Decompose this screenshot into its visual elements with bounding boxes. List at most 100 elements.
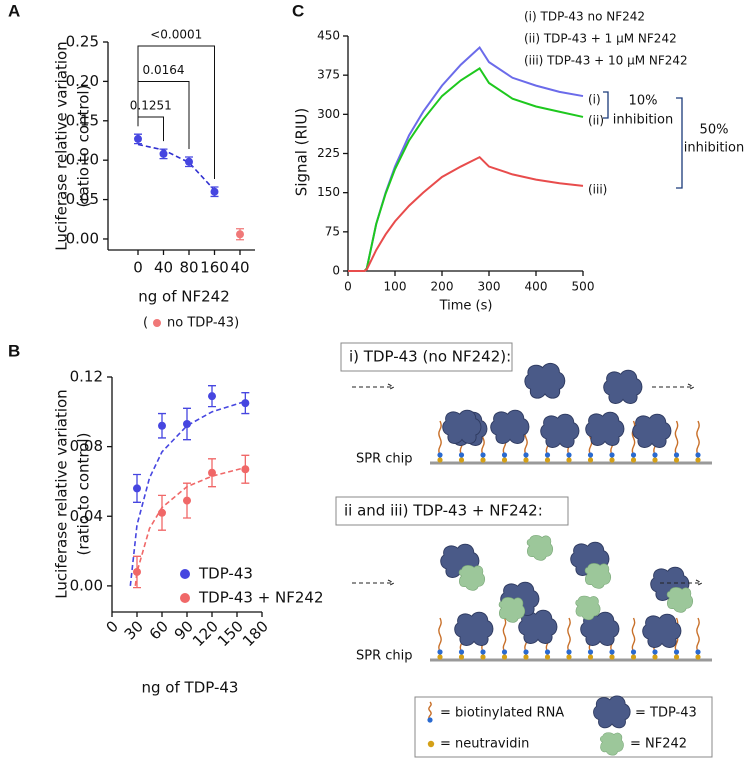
panel-letter: C: [292, 1, 304, 20]
biotin: [630, 649, 637, 655]
x-tick-label: 60: [146, 617, 172, 643]
biotin: [609, 649, 615, 655]
tdp-43-icon: [585, 411, 625, 446]
p-value: 0.1251: [130, 99, 172, 113]
y-tick-label: 0.05: [66, 190, 99, 208]
y-tick-label: 0.10: [66, 151, 99, 169]
neutravidin: [458, 654, 465, 660]
tdp-43-icon: [580, 611, 620, 646]
biotin: [437, 649, 443, 655]
legend-label: = NF242: [630, 737, 687, 752]
nf242-icon: [526, 535, 553, 561]
flow-arrow: [352, 579, 396, 587]
annotation: inhibition: [613, 113, 673, 128]
end-label: (iii): [588, 182, 607, 196]
x-tick-label: 300: [478, 280, 501, 294]
p-value: 0.0164: [143, 63, 185, 77]
schematic-title: i) TDP-43 (no NF242):: [349, 348, 511, 366]
biotin: [458, 649, 465, 655]
legend-box: [414, 696, 713, 758]
y-tick-label: 375: [317, 68, 340, 82]
neutravidin: [544, 457, 551, 463]
tdp-43-icon: [490, 409, 530, 444]
biotin: [695, 649, 701, 655]
legend-label: TDP-43: [198, 565, 253, 583]
bracket: [603, 91, 609, 119]
y-axis-label: Signal (RIU): [293, 108, 311, 196]
rna-strand: [567, 617, 571, 653]
rna-strand: [428, 701, 432, 721]
neutravidin: [544, 654, 551, 660]
note-marker: [153, 319, 161, 327]
x-tick-label: 30: [121, 617, 147, 643]
biotin: [480, 452, 486, 458]
rna-strand: [696, 617, 700, 653]
biotin: [630, 452, 637, 458]
neutravidin: [652, 654, 658, 660]
y-tick-label: 0.00: [70, 576, 103, 594]
y-tick-label: 0.12: [70, 368, 103, 386]
neutravidin: [566, 457, 572, 463]
biotin: [544, 452, 551, 458]
neutravidin: [523, 654, 529, 660]
x-tick-label: 180: [239, 617, 272, 650]
biotin: [695, 452, 701, 458]
flow-arrow: [652, 383, 696, 391]
legend-label: = biotinylated RNA: [440, 706, 564, 721]
annotation: 50%: [700, 123, 729, 138]
x-tick-label: 0: [103, 617, 122, 636]
x-tick-label: 400: [525, 280, 548, 294]
biotin: [523, 452, 529, 458]
legend-label: = neutravidin: [440, 737, 529, 752]
y-axis-label: Luciferase relative variation: [53, 41, 71, 250]
biotin: [544, 649, 551, 655]
y-tick-label: 0.04: [70, 507, 103, 525]
x-tick-label: 500: [572, 280, 595, 294]
legend-label: (i) TDP-43 no NF242: [524, 10, 645, 24]
nf242-icon: [575, 595, 601, 621]
significance-bracket: [137, 45, 215, 179]
data-point: [159, 149, 168, 158]
tdp-43-icon: [454, 611, 494, 646]
nf242-icon: [498, 597, 525, 623]
bracket: [676, 97, 683, 189]
tdp-43-icon: [540, 413, 580, 448]
end-label: (ii): [588, 113, 604, 127]
y-tick-label: 75: [325, 224, 340, 238]
legend-label: (iii) TDP-43 + 10 μM NF242: [524, 54, 688, 68]
rna-strand: [502, 617, 507, 653]
neutravidin: [630, 654, 637, 660]
data-point: [185, 157, 193, 166]
neutravidin: [566, 654, 572, 660]
neutravidin: [480, 654, 486, 660]
x-tick-label: 80: [179, 259, 198, 277]
note: no TDP-43): [167, 316, 239, 331]
y-tick-label: 0.00: [66, 229, 99, 247]
y-tick-label: 0: [332, 264, 340, 278]
neutravidin: [673, 654, 680, 660]
x-tick-label: 0: [133, 259, 143, 277]
neutravidin: [587, 654, 594, 660]
title-box: [340, 342, 513, 372]
tdp-43-icon: [603, 369, 643, 404]
chip-label: SPR chip: [356, 649, 413, 664]
biotin: [566, 649, 572, 655]
neutravidin: [437, 457, 443, 463]
tdp-43-icon: [442, 409, 482, 444]
data-point: [236, 230, 244, 239]
neutravidin: [523, 457, 529, 463]
panel-letter: A: [8, 1, 20, 20]
y-tick-label: 300: [317, 107, 340, 121]
biotin: [523, 649, 529, 655]
biotin: [673, 649, 680, 655]
nf242-icon: [666, 587, 693, 613]
neutravidin: [695, 654, 701, 660]
data-point: [133, 484, 141, 493]
data-point: [158, 421, 166, 430]
rna-strand: [438, 617, 442, 653]
y-tick-label: 150: [317, 185, 340, 199]
y-axis-label: (ratio to control): [75, 433, 93, 556]
biotin: [609, 452, 615, 458]
biotin: [501, 649, 508, 655]
fit-curve: [137, 143, 216, 191]
